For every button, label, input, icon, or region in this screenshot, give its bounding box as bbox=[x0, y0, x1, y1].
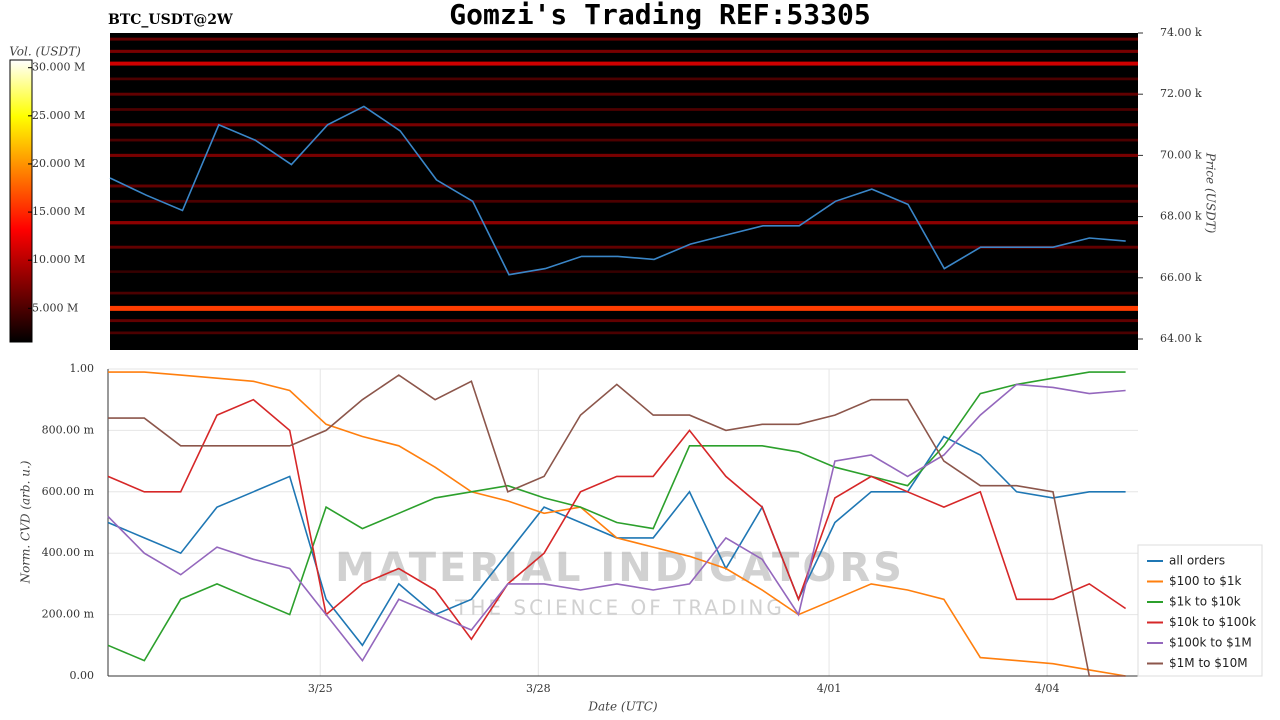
y-tick-label: 800.00 m bbox=[42, 423, 95, 436]
liquidity-band bbox=[110, 153, 1138, 157]
liquidity-band bbox=[110, 123, 1138, 127]
liquidity-band bbox=[110, 319, 1138, 323]
liquidity-band bbox=[110, 61, 1138, 66]
liquidity-band bbox=[110, 199, 1138, 203]
legend-label: $1k to $10k bbox=[1169, 595, 1241, 609]
legend-label: $10k to $100k bbox=[1169, 615, 1256, 629]
line bbox=[108, 374, 1126, 677]
legend-label: $100 to $1k bbox=[1169, 574, 1241, 588]
watermark: THE SCIENCE OF TRADING bbox=[454, 596, 785, 620]
y-tick-label: 74.00 k bbox=[1160, 26, 1202, 39]
x-tick-label: 4/04 bbox=[1035, 682, 1060, 695]
watermark: MATERIAL INDICATORS bbox=[335, 545, 905, 591]
line bbox=[109, 105, 1126, 276]
liquidity-band bbox=[110, 245, 1138, 249]
liquidity-band bbox=[110, 305, 1138, 311]
x-tick-label: 3/25 bbox=[308, 682, 333, 695]
y-tick-label: 600.00 m bbox=[42, 485, 95, 498]
y-tick-label: 400.00 m bbox=[42, 546, 95, 559]
liquidity-band bbox=[110, 291, 1138, 295]
y-axis-label: Norm. CVD (arb. u.) bbox=[19, 460, 33, 584]
legend-label: all orders bbox=[1169, 554, 1225, 568]
line bbox=[107, 371, 1126, 662]
colorbar-tick-label: 20.000 M bbox=[32, 157, 85, 170]
y-tick-label: 66.00 k bbox=[1160, 271, 1202, 284]
legend bbox=[1137, 544, 1263, 677]
y-tick-label: 0.00 bbox=[70, 669, 95, 682]
liquidity-band bbox=[110, 92, 1138, 96]
colorbar-tick-label: 15.000 M bbox=[32, 205, 85, 218]
line bbox=[107, 383, 1126, 663]
liquidity-band bbox=[110, 221, 1138, 225]
y-tick-label: 64.00 k bbox=[1160, 332, 1202, 345]
y-tick-label: 1.00 bbox=[70, 362, 95, 375]
x-tick-label: 3/28 bbox=[526, 682, 551, 695]
symbol: BTC_USDT@2W bbox=[108, 12, 233, 28]
x-axis-label: Date (UTC) bbox=[587, 700, 657, 714]
liquidity-band bbox=[110, 138, 1138, 142]
y-tick-label: 72.00 k bbox=[1160, 87, 1202, 100]
colorbar-label: Vol. (USDT) bbox=[9, 45, 81, 59]
liquidity-band bbox=[110, 331, 1138, 335]
legend-label: $1M to $10M bbox=[1169, 656, 1248, 670]
heatmap-background bbox=[110, 33, 1138, 350]
x-tick-label: 4/01 bbox=[817, 682, 842, 695]
colorbar-tick-label: 5.000 M bbox=[32, 301, 78, 314]
colorbar-tick-label: 10.000 M bbox=[32, 253, 85, 266]
chart-title: Gomzi's Trading REF:53305 bbox=[449, 0, 870, 31]
colorbar-tick-label: 30.000 M bbox=[32, 61, 85, 74]
liquidity-band bbox=[110, 77, 1138, 81]
liquidity-band bbox=[110, 108, 1138, 111]
y-tick-label: 68.00 k bbox=[1160, 210, 1202, 223]
liquidity-band bbox=[110, 49, 1138, 53]
liquidity-band bbox=[110, 184, 1138, 188]
liquidity-band bbox=[110, 37, 1138, 41]
colorbar-tick-label: 25.000 M bbox=[32, 109, 85, 122]
line bbox=[108, 371, 1126, 677]
colorbar bbox=[9, 59, 33, 343]
y-tick-label: 70.00 k bbox=[1160, 148, 1202, 161]
y-tick-label: 200.00 m bbox=[42, 608, 95, 621]
y-axis-label: Price (USDT) bbox=[1204, 152, 1218, 234]
liquidity-band bbox=[110, 270, 1138, 273]
line bbox=[107, 398, 1127, 641]
legend-label: $100k to $1M bbox=[1169, 636, 1252, 650]
